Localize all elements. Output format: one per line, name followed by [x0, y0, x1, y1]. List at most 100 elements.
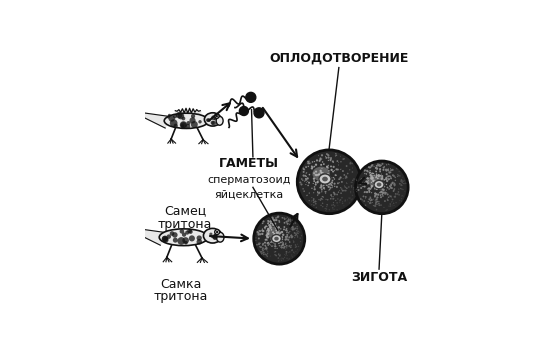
Point [397, 196, 406, 202]
Point [375, 190, 384, 195]
Circle shape [170, 231, 174, 236]
Point [258, 245, 267, 251]
Point [330, 176, 339, 182]
Point [377, 171, 386, 177]
Text: ГАМЕТЫ: ГАМЕТЫ [219, 157, 279, 170]
Point [327, 163, 336, 169]
Point [389, 173, 398, 179]
Point [385, 170, 394, 175]
Point [338, 168, 347, 174]
Point [283, 230, 291, 235]
Point [382, 171, 391, 177]
Point [356, 181, 365, 186]
Point [399, 178, 408, 184]
Point [316, 168, 325, 174]
Point [269, 218, 278, 224]
Point [336, 175, 345, 180]
Point [388, 197, 397, 202]
Point [264, 240, 273, 246]
Point [371, 197, 380, 203]
Point [320, 176, 328, 182]
Circle shape [196, 239, 202, 245]
Point [276, 238, 285, 244]
Circle shape [169, 115, 175, 122]
Point [365, 196, 374, 202]
Point [358, 180, 367, 186]
Point [317, 189, 326, 195]
Point [327, 155, 336, 161]
Point [338, 188, 347, 194]
Point [341, 185, 349, 190]
Point [365, 189, 374, 195]
Point [369, 196, 378, 202]
Circle shape [180, 229, 184, 234]
Point [340, 188, 348, 193]
Point [397, 177, 406, 183]
Point [315, 170, 324, 176]
Point [289, 221, 298, 226]
Text: Самец: Самец [164, 204, 206, 217]
Point [307, 166, 316, 171]
Point [276, 239, 285, 245]
Point [262, 245, 271, 251]
Point [257, 249, 265, 255]
Point [285, 229, 294, 234]
Point [290, 230, 299, 236]
Point [357, 197, 366, 202]
Point [319, 197, 327, 202]
Point [268, 239, 276, 244]
Point [255, 231, 264, 237]
Point [391, 194, 400, 200]
Point [398, 193, 406, 198]
Point [307, 185, 316, 191]
Point [373, 179, 382, 184]
Point [302, 177, 311, 183]
Point [278, 239, 287, 245]
Point [334, 189, 343, 195]
Point [328, 159, 337, 165]
Point [252, 238, 260, 243]
Point [255, 228, 264, 234]
Point [376, 184, 385, 189]
Point [363, 186, 372, 192]
Point [325, 181, 333, 186]
Point [286, 216, 295, 222]
Point [277, 243, 286, 249]
Point [281, 237, 290, 243]
Point [388, 198, 397, 204]
Point [386, 174, 395, 180]
Point [258, 250, 267, 256]
Point [379, 204, 388, 210]
Point [372, 199, 380, 205]
Circle shape [172, 232, 178, 238]
Circle shape [186, 121, 191, 125]
Point [369, 177, 378, 183]
Point [327, 179, 336, 185]
Point [318, 159, 327, 165]
Point [310, 202, 319, 208]
Point [345, 167, 354, 173]
Point [349, 176, 358, 182]
Point [369, 203, 378, 208]
Point [324, 184, 333, 190]
Point [324, 162, 333, 168]
Point [330, 190, 338, 195]
Point [356, 196, 365, 202]
Circle shape [206, 118, 210, 122]
Point [262, 223, 271, 229]
Point [383, 197, 392, 203]
Circle shape [246, 93, 256, 102]
Point [289, 253, 298, 259]
Point [282, 226, 291, 231]
Point [281, 216, 290, 221]
Point [377, 194, 385, 200]
Point [317, 186, 326, 192]
Point [391, 193, 400, 199]
Point [382, 176, 390, 182]
Point [328, 183, 337, 189]
Point [345, 195, 353, 201]
Point [327, 192, 336, 198]
Point [387, 195, 396, 201]
Point [275, 230, 284, 236]
Point [375, 167, 384, 173]
